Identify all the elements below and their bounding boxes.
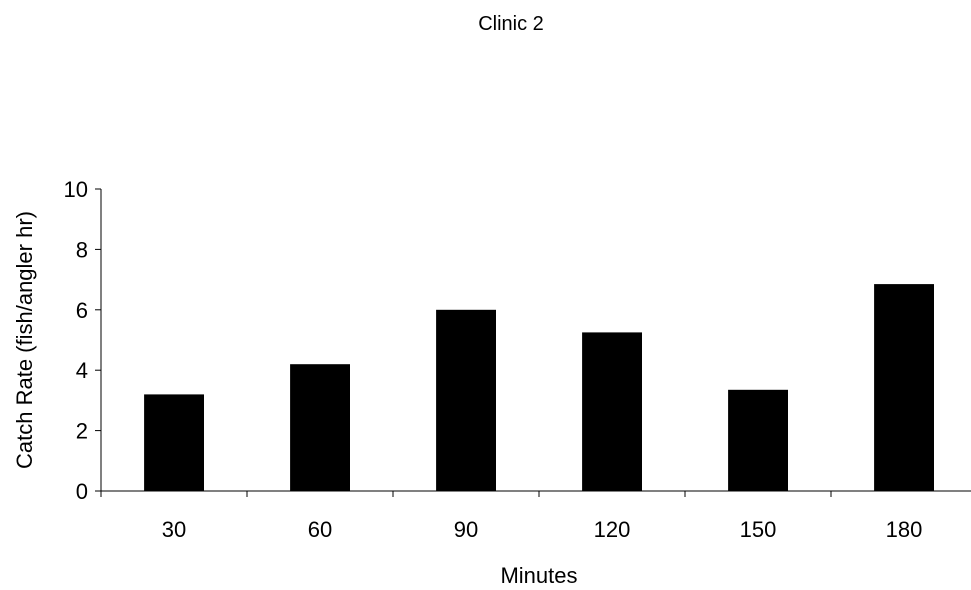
bar-180 [874, 284, 934, 491]
y-tick-label-6: 6 [76, 298, 88, 323]
x-tick-label-60: 60 [308, 517, 332, 542]
x-axis-title: Minutes [500, 563, 577, 588]
y-tick-label-0: 0 [76, 479, 88, 504]
y-tick-label-8: 8 [76, 237, 88, 262]
bar-30 [144, 394, 204, 491]
bar-90 [436, 309, 496, 491]
x-tick-label-30: 30 [162, 517, 186, 542]
y-tick-label-10: 10 [64, 177, 88, 202]
bar-120 [582, 332, 642, 491]
y-axis-title: Catch Rate (fish/angler hr) [12, 211, 37, 469]
bars-group [144, 284, 934, 491]
x-tick-label-180: 180 [886, 517, 923, 542]
y-tick-label-4: 4 [76, 358, 88, 383]
x-tick-label-90: 90 [454, 517, 478, 542]
chart-title: Clinic 2 [478, 13, 544, 35]
bar-150 [728, 389, 788, 491]
y-tick-label-2: 2 [76, 419, 88, 444]
bar-60 [290, 364, 350, 491]
y-ticks-group: 0 2 4 6 8 10 [64, 177, 101, 504]
x-tick-label-150: 150 [740, 517, 777, 542]
x-ticks-group: 30 60 90 120 150 180 [100, 491, 923, 542]
x-tick-label-120: 120 [594, 517, 631, 542]
